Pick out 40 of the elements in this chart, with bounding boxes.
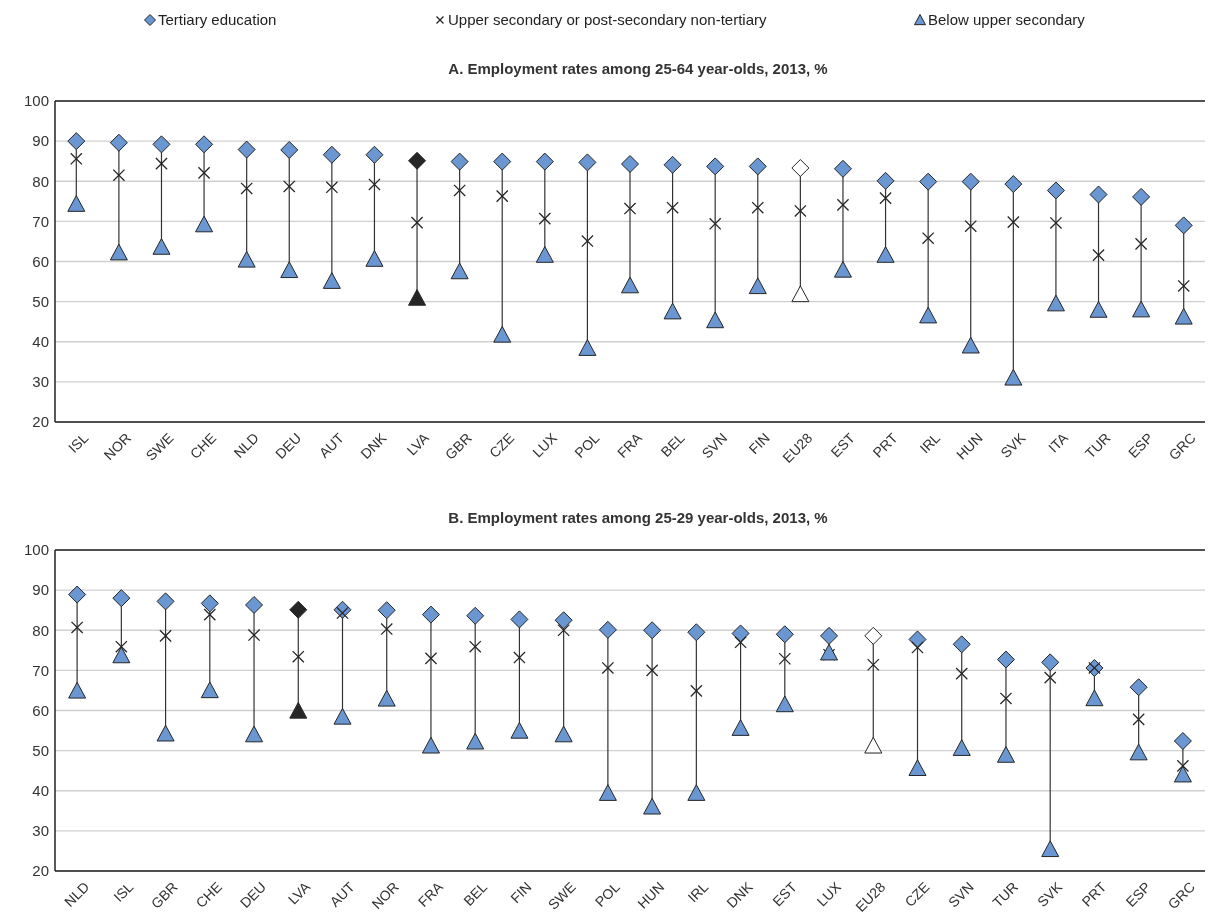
- x-tick-label: FIN: [507, 878, 535, 907]
- x-tick-label: ISL: [65, 429, 92, 456]
- y-tick-label: 80: [32, 172, 49, 190]
- y-tick-label: 100: [23, 541, 49, 559]
- x-tick-label: TUR: [989, 878, 1022, 911]
- y-tick-label: 30: [32, 373, 49, 391]
- y-tick-label: 40: [32, 333, 49, 350]
- x-tick-label: ISL: [110, 878, 137, 905]
- y-tick-label: 80: [32, 621, 49, 639]
- x-tick-label: BEL: [657, 429, 688, 460]
- x-tick-label: LVA: [403, 429, 433, 459]
- y-tick-label: 20: [32, 413, 49, 431]
- x-tick-label: POL: [571, 429, 603, 461]
- x-tick-label: IRL: [916, 429, 944, 457]
- legend-label: Upper secondary or post-secondary non-tertiary: [448, 11, 767, 29]
- y-tick-label: 30: [32, 822, 49, 840]
- x-tick-label: FRA: [414, 878, 447, 910]
- y-tick-label: 90: [32, 581, 49, 599]
- x-tick-label: BEL: [460, 878, 491, 909]
- x-tick-label: ITA: [1044, 429, 1072, 456]
- y-tick-label: 40: [32, 782, 49, 799]
- y-tick-label: 50: [32, 292, 49, 310]
- y-tick-label: 50: [32, 741, 49, 759]
- y-tick-label: 100: [23, 92, 49, 110]
- legend-label: Below upper secondary: [928, 11, 1086, 29]
- y-tick-label: 60: [32, 252, 49, 270]
- x-tick-label: TUR: [1081, 429, 1114, 462]
- x-tick-label: IRL: [684, 878, 712, 906]
- x-tick-label: LVA: [284, 878, 314, 908]
- chart-title: A. Employment rates among 25-64 year-olds, 2013, %: [448, 60, 828, 77]
- y-tick-label: 90: [32, 132, 49, 150]
- x-tick-label: FRA: [613, 429, 646, 461]
- y-tick-label: 20: [32, 862, 49, 880]
- y-tick-label: 60: [32, 701, 49, 719]
- y-tick-label: 70: [32, 212, 49, 230]
- legend-label: Tertiary education: [158, 11, 277, 29]
- x-tick-label: FIN: [745, 429, 773, 458]
- x-tick-label: POL: [591, 878, 624, 910]
- y-tick-label: 70: [32, 661, 49, 679]
- chart-title: B. Employment rates among 25-29 year-olds, 2013, %: [448, 509, 828, 526]
